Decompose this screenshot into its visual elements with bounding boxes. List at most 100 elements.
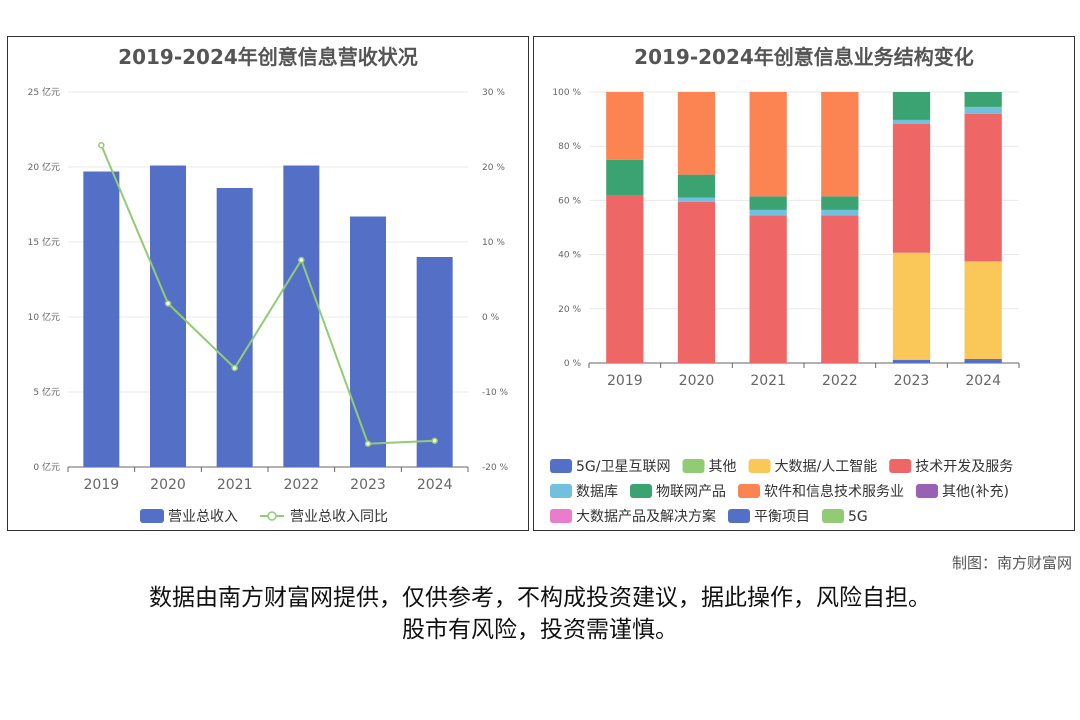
x-tick-label: 2019: [84, 477, 120, 493]
disclaimer-line-1: 数据由南方财富网提供，仅供参考，不构成投资建议，据此操作，风险自担。: [149, 585, 931, 611]
revenue-bar: [283, 165, 320, 467]
legend-swatch-revenue: [140, 509, 164, 523]
legend-label: 大数据/人工智能: [774, 459, 877, 475]
revenue-chart-svg: 0 亿元 5 亿元 10 亿元 15 亿元 20 亿元 25 亿元 -20 % -10 % 0 …: [28, 86, 509, 525]
legend-label: 5G/卫星互联网: [576, 459, 670, 475]
revenue-bar: [216, 188, 253, 467]
y-tick-label: 40 %: [558, 251, 581, 261]
legend-label: 数据库: [576, 484, 618, 500]
stack-segment: [892, 92, 931, 120]
structure-chart-svg: 0 % 20 % 40 % 60 % 80 % 100 % 2019 2020 2021 2022…: [550, 88, 1020, 525]
revenue-chart-title: 2019-2024年创意信息营收状况: [118, 45, 418, 69]
x-tick-label: 2020: [150, 477, 186, 493]
x-tick-label: 2024: [965, 373, 1001, 389]
y-right-tick-label: 20 %: [482, 163, 505, 173]
chart-credit: 制图：南方财富网: [951, 554, 1072, 572]
yoy-point: [431, 437, 438, 444]
x-tick-label: 2019: [607, 373, 643, 389]
legend-label: 物联网产品: [656, 484, 726, 500]
y-right-tick-label: -20 %: [482, 463, 509, 473]
revenue-bar: [83, 171, 120, 467]
legend-label-yoy: 营业总收入同比: [290, 509, 388, 525]
x-tick-label: 2022: [822, 373, 858, 389]
x-tick-label: 2021: [217, 477, 253, 493]
legend-label-revenue: 营业总收入: [168, 509, 238, 525]
structure-chart-title: 2019-2024年创意信息业务结构变化: [634, 45, 974, 69]
legend-swatch: [550, 459, 572, 473]
y-left-tick-label: 15 亿元: [28, 236, 60, 248]
yoy-point: [98, 142, 105, 149]
legend-swatch: [889, 459, 912, 473]
legend-label: 大数据产品及解决方案: [576, 508, 716, 525]
stack-segment: [606, 159, 644, 195]
x-tick-label: 2023: [350, 477, 386, 493]
yoy-point: [298, 256, 305, 264]
legend-swatch-yoy-marker: [267, 511, 277, 521]
revenue-bar: [350, 216, 386, 467]
stack-segment: [677, 197, 716, 202]
legend-swatch: [738, 484, 760, 498]
stack-segment: [892, 119, 931, 124]
legend-swatch: [748, 459, 771, 473]
y-left-tick-label: 25 亿元: [28, 86, 60, 98]
y-left-tick-label: 0 亿元: [33, 461, 60, 473]
revenue-bar: [416, 257, 453, 467]
legend-swatch: [728, 509, 750, 523]
disclaimer-line-2: 股市有风险，投资需谨慎。: [402, 617, 678, 643]
legend-swatch: [550, 484, 572, 498]
stack-segment: [964, 358, 1002, 363]
stack-segment: [749, 215, 787, 363]
stack-segment: [606, 194, 644, 363]
y-right-tick-label: 0 %: [482, 313, 500, 323]
stack-segment: [892, 123, 931, 253]
y-tick-label: 0 %: [564, 359, 582, 369]
y-left-tick-label: 20 亿元: [28, 161, 60, 173]
yoy-point: [231, 364, 238, 372]
stack-segment: [821, 215, 859, 363]
stack-segment: [964, 92, 1002, 107]
y-right-tick-label: 30 %: [482, 88, 505, 98]
legend-label: 技术开发及服务: [915, 459, 1013, 475]
x-tick-label: 2023: [894, 373, 930, 389]
y-tick-label: 20 %: [558, 305, 581, 315]
stack-segment: [892, 359, 931, 363]
x-tick-label: 2020: [679, 373, 715, 389]
legend-label: 软件和信息技术服务业: [764, 483, 904, 500]
x-tick-label: 2022: [284, 477, 320, 493]
legend-label: 其他: [708, 459, 736, 475]
stack-segment: [821, 92, 859, 197]
legend-swatch: [822, 509, 844, 523]
stack-segment: [749, 209, 787, 216]
y-right-tick-label: 10 %: [482, 238, 505, 248]
stack-segment: [821, 209, 859, 216]
x-tick-label: 2024: [417, 477, 453, 493]
stack-segment: [606, 92, 644, 160]
stack-segment: [892, 252, 931, 360]
stack-segment: [749, 196, 787, 210]
legend-swatch: [682, 459, 705, 473]
legend-swatch: [916, 484, 938, 498]
revenue-chart-panel: 2019-2024年创意信息营收状况 0 亿元 5 亿元 10 亿元 15 亿元 20 …: [7, 36, 529, 531]
legend-label: 其他(补充): [942, 484, 1009, 500]
y-right-tick-label: -10 %: [482, 388, 509, 398]
yoy-point: [364, 440, 372, 447]
y-left-tick-label: 10 亿元: [28, 311, 60, 323]
stack-segment: [677, 174, 716, 198]
stack-segment: [677, 201, 716, 363]
yoy-point: [164, 300, 172, 307]
y-tick-label: 100 %: [552, 88, 581, 98]
stack-segment: [964, 113, 1002, 262]
yoy-line: [100, 144, 435, 445]
stack-segment: [677, 92, 716, 175]
stack-segment: [964, 261, 1002, 359]
y-left-tick-label: 5 亿元: [33, 386, 60, 398]
legend-label: 平衡项目: [754, 509, 810, 525]
y-tick-label: 60 %: [558, 196, 581, 206]
stack-segment: [749, 92, 787, 197]
legend-label: 5G: [848, 509, 868, 525]
structure-chart-panel: 2019-2024年创意信息业务结构变化 0 % 20 % 40 % 60 % 80 %…: [533, 36, 1075, 531]
x-tick-label: 2021: [750, 373, 786, 389]
legend-swatch: [550, 509, 572, 523]
stack-segment: [821, 196, 859, 210]
y-tick-label: 80 %: [558, 142, 581, 152]
